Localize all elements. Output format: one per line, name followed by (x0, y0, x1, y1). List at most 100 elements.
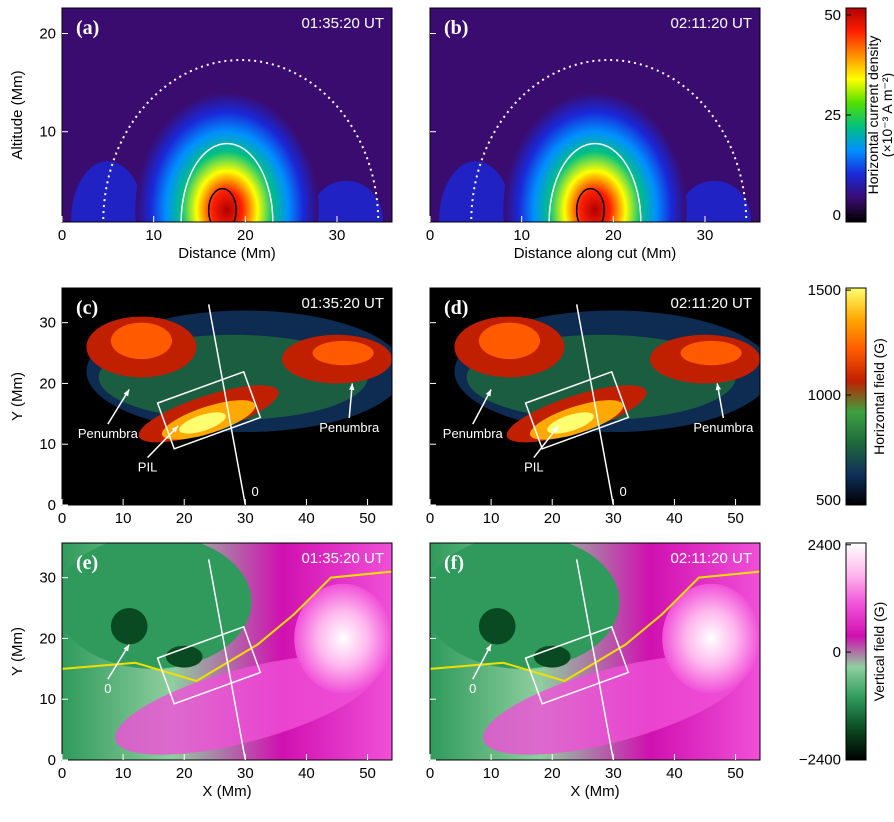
image-feature (179, 412, 226, 434)
image (430, 288, 760, 505)
arrow-head (348, 383, 355, 391)
x-tick-label: 40 (666, 510, 683, 527)
panel-label: (d) (444, 297, 468, 319)
y-tick-label: 30 (39, 570, 56, 587)
cut-line (207, 559, 247, 760)
image-feature (439, 161, 513, 222)
image-feature (294, 583, 392, 694)
image-feature (680, 340, 742, 366)
y-tick-label: 30 (39, 315, 56, 332)
annotation: Penumbra (78, 426, 139, 441)
y-tick-label: 20 (39, 375, 56, 392)
x-axis-label: X (Mm) (570, 783, 619, 800)
x-tick-label: 20 (544, 510, 561, 527)
x-tick-label: 10 (483, 765, 500, 782)
x-tick-label: 30 (605, 510, 622, 527)
image (62, 543, 392, 760)
arrow-head (552, 425, 559, 433)
arrow-head (485, 644, 492, 652)
image-feature (110, 322, 172, 360)
image (430, 8, 760, 222)
timestamp: 02:11:20 UT (671, 295, 752, 312)
x-tick-label: 30 (237, 510, 254, 527)
image-feature (312, 340, 374, 366)
cut-box (524, 370, 630, 450)
x-axis-label: Distance (Mm) (178, 245, 276, 262)
colorbar-label: (×10⁻³ A m⁻²) (879, 73, 894, 157)
annotation-arrow (533, 425, 559, 459)
cut-box (156, 625, 262, 705)
arrow-head (123, 644, 130, 652)
x-tick-label: 0 (426, 510, 434, 527)
image-feature (677, 180, 751, 222)
frame (429, 542, 761, 761)
image-feature (180, 142, 274, 222)
image-feature (62, 543, 252, 669)
x-tick-label: 0 (58, 510, 66, 527)
timestamp: 01:35:20 UT (301, 15, 384, 32)
annotation: 0 (104, 681, 111, 696)
colorbar-tick-label: 25 (824, 107, 841, 124)
arrow-head (485, 389, 492, 397)
y-tick-label: 20 (39, 630, 56, 647)
x-tick-label: 20 (237, 227, 254, 244)
timestamp: 02:11:20 UT (671, 550, 752, 567)
x-tick-label: 20 (176, 510, 193, 527)
image-feature (115, 655, 376, 755)
image-feature (503, 92, 687, 222)
y-tick-label: 10 (39, 691, 56, 708)
x-tick-label: 10 (145, 227, 162, 244)
arrow-head (715, 383, 722, 391)
y-axis-label: Altitude (Mm) (9, 70, 26, 159)
image-feature (478, 322, 540, 360)
image-feature (483, 655, 744, 755)
frame (429, 7, 761, 223)
x-tick-label: 30 (605, 765, 622, 782)
annotation-arrow (107, 644, 130, 680)
x-tick-label: 0 (426, 227, 434, 244)
annotation-arrow (147, 425, 179, 459)
annotation-arrow (472, 389, 492, 425)
x-tick-label: 40 (666, 765, 683, 782)
colorbar-tick-label: 500 (816, 492, 841, 509)
x-tick-label: 50 (359, 765, 376, 782)
x-tick-label: 20 (605, 227, 622, 244)
frame (61, 542, 393, 761)
cut-line (575, 304, 615, 505)
colorbar (845, 542, 867, 761)
x-tick-label: 30 (697, 227, 714, 244)
colorbar-tick-label: −2400 (799, 751, 841, 768)
colorbar-label: Vertical field (G) (871, 602, 887, 702)
colorbar-tick-label: 1500 (808, 282, 841, 299)
y-tick-label: 10 (39, 124, 56, 141)
cut-line (575, 559, 615, 760)
colorbar-tick-label: 0 (833, 207, 841, 224)
colorbar (845, 287, 867, 506)
image-feature (575, 187, 605, 222)
y-tick-label: 0 (48, 752, 56, 769)
x-tick-label: 50 (727, 510, 744, 527)
x-tick-label: 30 (329, 227, 346, 244)
x-tick-label: 20 (544, 765, 561, 782)
y-axis-label: Y (Mm) (9, 627, 26, 676)
x-axis-label: X (Mm) (202, 783, 251, 800)
annotation: 0 (251, 484, 258, 499)
image (62, 8, 392, 222)
panel-label: (a) (76, 17, 99, 39)
panel-label: (f) (444, 552, 464, 574)
image (62, 288, 392, 505)
annotation: Penumbra (693, 420, 754, 435)
timestamp: 02:11:20 UT (671, 15, 752, 32)
frame (61, 7, 393, 223)
colorbar-tick-label: 0 (833, 644, 841, 661)
image-feature (548, 142, 642, 222)
panel-label: (b) (444, 17, 468, 39)
x-tick-label: 10 (115, 510, 132, 527)
colorbar-tick-label: 2400 (808, 537, 841, 554)
contour (430, 570, 760, 683)
image-feature (207, 187, 237, 222)
image-feature (430, 543, 620, 669)
y-tick-label: 20 (39, 26, 56, 43)
